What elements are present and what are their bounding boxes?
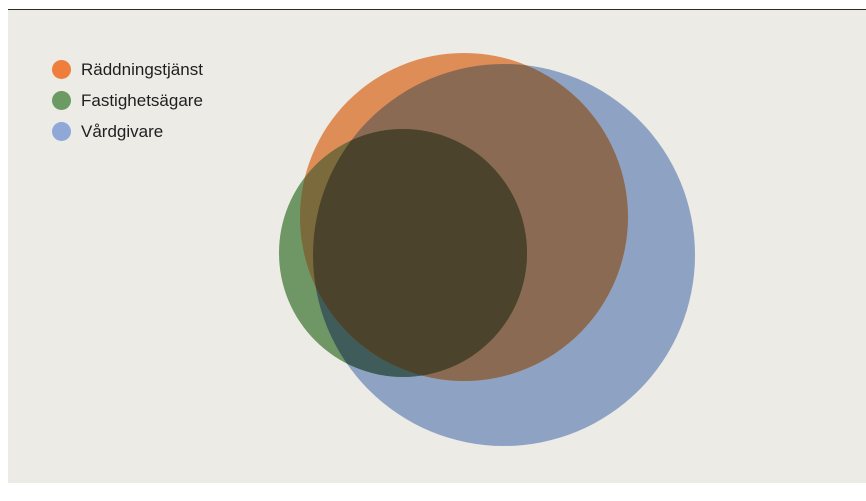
legend-swatch-fastighetsagare <box>52 91 71 110</box>
legend-swatch-vardgivare <box>52 122 71 141</box>
legend-label-vardgivare: Vårdgivare <box>81 122 164 141</box>
legend-label-fastighetsagare: Fastighetsägare <box>81 91 203 110</box>
overlap-all-three <box>313 129 527 377</box>
legend-swatch-raddningstjanst <box>52 60 71 79</box>
legend: Räddningstjänst Fastighetsägare Vårdgiva… <box>52 60 203 153</box>
overlap-all-outer <box>313 129 527 377</box>
overlap-all-inner <box>313 129 527 377</box>
diagram-panel: Räddningstjänst Fastighetsägare Vårdgiva… <box>8 9 866 483</box>
legend-label-raddningstjanst: Räddningstjänst <box>81 60 203 79</box>
legend-item-fastighetsagare: Fastighetsägare <box>52 91 203 110</box>
venn-diagram <box>279 53 695 446</box>
legend-item-raddningstjanst: Räddningstjänst <box>52 60 203 79</box>
legend-item-vardgivare: Vårdgivare <box>52 122 203 141</box>
